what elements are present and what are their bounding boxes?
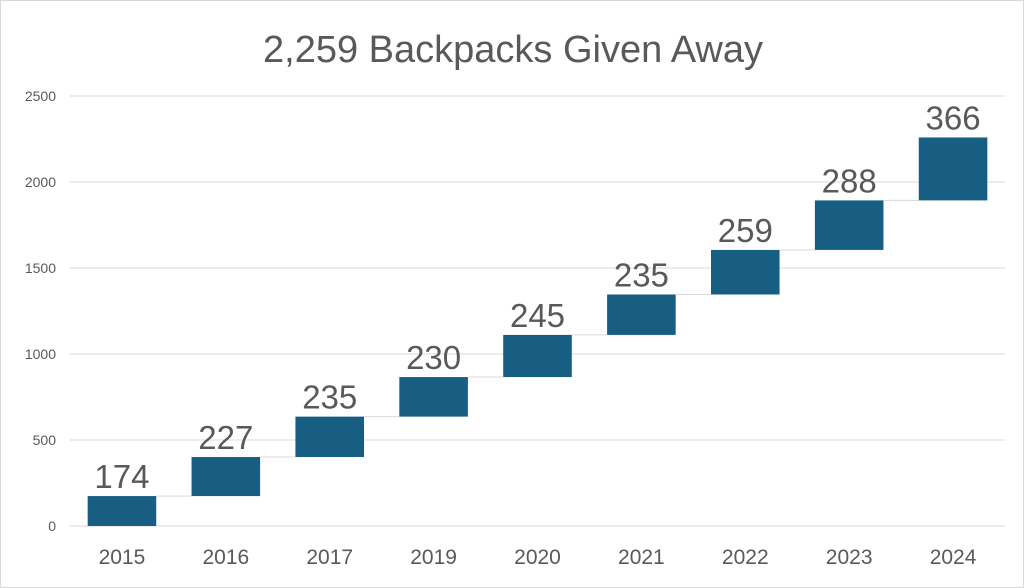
- data-label-2017: 235: [302, 379, 357, 416]
- bar-2017: [295, 416, 365, 458]
- data-label-2023: 288: [822, 162, 877, 199]
- data-label-2022: 259: [718, 212, 773, 249]
- x-tick-label-2022: 2022: [722, 546, 769, 569]
- data-label-2015: 174: [94, 458, 149, 495]
- connectors: [156, 199, 919, 497]
- data-label-2019: 230: [406, 339, 461, 376]
- data-label-2024: 366: [926, 99, 981, 136]
- bar-2019: [399, 377, 468, 417]
- data-label-2016: 227: [198, 419, 253, 456]
- bar-2020: [503, 334, 572, 378]
- x-axis: 2015 2016 2017 2019 2020 2021 2022 2023 2024: [99, 546, 977, 569]
- data-label-2021: 235: [614, 256, 669, 293]
- bar-2016: [191, 457, 261, 497]
- gridlines: [70, 95, 1005, 527]
- bars: [87, 137, 988, 526]
- x-tick-label-2023: 2023: [826, 546, 873, 569]
- y-tick-label-1000: 1000: [25, 346, 56, 362]
- bar-2015: [87, 496, 157, 526]
- y-tick-label-1500: 1500: [25, 260, 56, 276]
- x-tick-label-2019: 2019: [410, 546, 457, 569]
- x-tick-label-2020: 2020: [514, 546, 561, 569]
- data-labels: 174 227 235 230 245 235 259 288 366: [94, 99, 980, 495]
- bar-2024: [918, 137, 988, 201]
- data-label-2020: 245: [510, 297, 565, 334]
- x-tick-label-2016: 2016: [202, 546, 249, 569]
- x-tick-label-2017: 2017: [306, 546, 353, 569]
- y-tick-label-500: 500: [33, 432, 57, 448]
- x-tick-label-2015: 2015: [99, 546, 146, 569]
- x-tick-label-2024: 2024: [930, 546, 977, 569]
- bar-2021: [607, 294, 676, 335]
- y-tick-label-2500: 2500: [25, 88, 56, 104]
- y-tick-label-2000: 2000: [25, 174, 56, 190]
- y-tick-label-0: 0: [48, 518, 56, 534]
- bar-2022: [710, 249, 780, 295]
- x-tick-label-2021: 2021: [618, 546, 665, 569]
- chart-title: 2,259 Backpacks Given Away: [263, 29, 763, 71]
- y-axis: 0 500 1000 1500 2000 2500: [25, 88, 56, 534]
- bar-2023: [814, 200, 884, 250]
